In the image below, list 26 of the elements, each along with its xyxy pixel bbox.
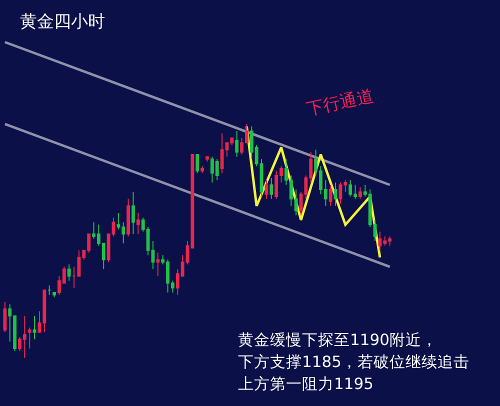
candlestick xyxy=(132,191,135,235)
candlestick xyxy=(67,264,71,282)
candlestick xyxy=(235,130,239,158)
candlestick xyxy=(264,180,268,200)
candlestick xyxy=(136,212,140,235)
chart-title: 黄金四小时 xyxy=(20,12,105,32)
candlestick xyxy=(28,327,32,350)
text: 下行通道 xyxy=(304,86,376,120)
candlestick xyxy=(126,198,130,237)
candlestick xyxy=(334,182,338,206)
candlestick xyxy=(270,177,274,200)
candlestick xyxy=(328,184,332,206)
annotation: 下方支撑1185，若破位继续追击 xyxy=(238,353,470,371)
candlestick xyxy=(200,166,204,174)
candlestick xyxy=(196,154,200,174)
candlestick xyxy=(32,315,36,340)
candlestick xyxy=(52,292,56,298)
candlestick xyxy=(151,240,155,270)
candlestick xyxy=(3,301,7,333)
candlestick xyxy=(206,156,209,162)
text: 上方第一阻力1195 xyxy=(238,375,374,393)
candlestick xyxy=(48,284,52,296)
annotation: 黄金缓慢下探至1190附近， xyxy=(238,331,438,349)
candlestick xyxy=(156,252,160,277)
candlestick xyxy=(72,266,76,288)
candlestick xyxy=(358,186,362,200)
